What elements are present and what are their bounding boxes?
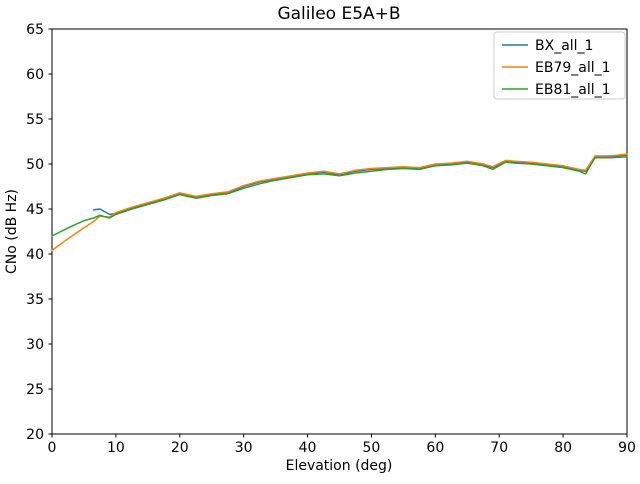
series-line-EB79_all_1 [51,153,628,252]
x-tick-label: 70 [490,440,508,456]
y-tick-label: 50 [26,157,44,173]
y-axis-ticks: 20 25 30 35 40 45 50 55 60 65 [26,22,52,443]
chart-title: Galileo E5A+B [277,4,400,24]
y-tick-label: 30 [26,337,44,353]
legend-label-EB81_all_1: EB81_all_1 [535,82,611,98]
series-lines [51,153,628,252]
x-tick-label: 40 [299,440,317,456]
x-axis-label: Elevation (deg) [286,458,393,474]
plot-border [51,28,628,435]
series-line-BX_all_1 [92,154,628,216]
y-tick-label: 60 [26,67,44,83]
legend: BX_all_1 EB79_all_1 EB81_all_1 [493,31,626,100]
x-axis-ticks: 0 10 20 30 40 50 60 70 80 90 [48,434,636,456]
legend-box [493,31,626,100]
y-tick-label: 45 [26,202,44,218]
x-tick-label: 0 [48,440,57,456]
x-tick-label: 60 [426,440,444,456]
legend-label-BX_all_1: BX_all_1 [535,38,593,54]
y-tick-label: 35 [26,292,44,308]
y-tick-label: 65 [26,22,44,38]
y-axis-label: CNo (dB Hz) [4,189,20,274]
x-tick-label: 50 [363,440,381,456]
x-tick-label: 20 [171,440,189,456]
legend-label-EB79_all_1: EB79_all_1 [535,60,611,76]
y-tick-label: 40 [26,247,44,263]
x-tick-label: 30 [235,440,253,456]
y-tick-label: 55 [26,112,44,128]
x-tick-label: 80 [554,440,572,456]
y-tick-label: 25 [26,382,44,398]
x-tick-label: 90 [618,440,636,456]
x-tick-label: 10 [107,440,125,456]
y-tick-label: 20 [26,427,44,443]
series-line-EB81_all_1 [51,156,628,237]
